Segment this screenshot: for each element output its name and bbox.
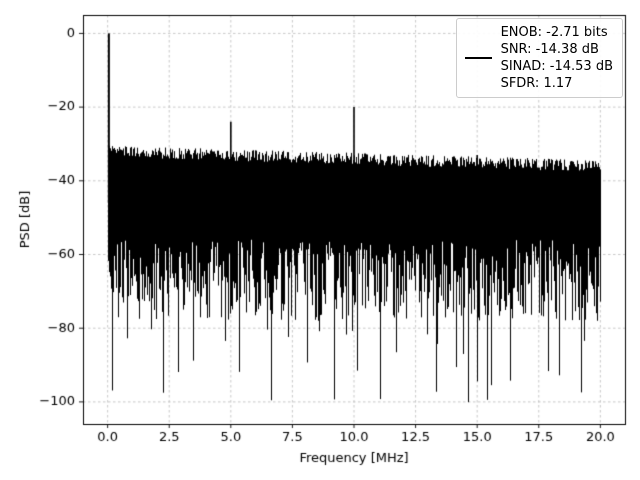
legend-entry-snr: SNR: -14.38 dB <box>500 42 599 57</box>
legend-entry-sfdr: SFDR: 1.17 <box>500 76 573 91</box>
legend-entries: ENOB: -2.71 bits SNR: -14.38 dB SINAD: -… <box>501 24 613 92</box>
legend-box: ENOB: -2.71 bits SNR: -14.38 dB SINAD: -… <box>455 18 623 98</box>
legend-line-swatch <box>464 57 492 59</box>
legend-entry-sinad: SINAD: -14.53 dB <box>500 59 613 74</box>
legend-entry-enob: ENOB: -2.71 bits <box>500 25 608 40</box>
